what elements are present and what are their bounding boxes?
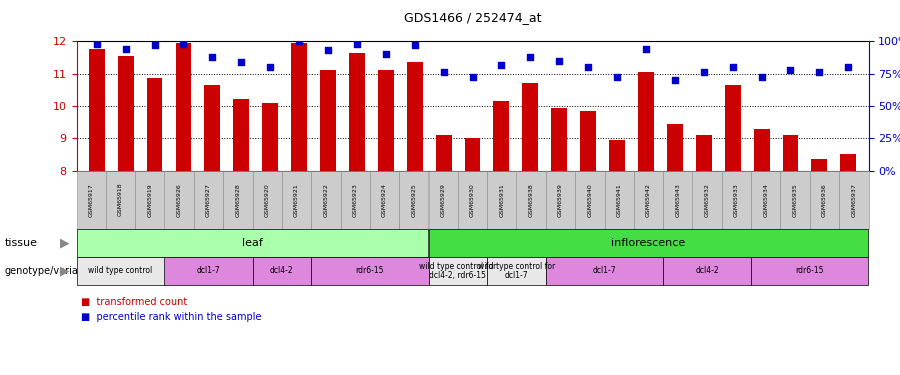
- Text: genotype/variation: genotype/variation: [4, 266, 97, 276]
- Text: GSM65917: GSM65917: [89, 183, 94, 217]
- Text: GSM65929: GSM65929: [441, 183, 446, 217]
- Point: [234, 59, 248, 65]
- Text: GSM65940: GSM65940: [588, 183, 592, 217]
- Point: [639, 46, 653, 52]
- Point: [176, 41, 191, 47]
- Point: [148, 42, 162, 48]
- Bar: [320, 70, 336, 171]
- Text: ■  percentile rank within the sample: ■ percentile rank within the sample: [81, 312, 262, 322]
- Bar: [176, 43, 192, 171]
- Text: GSM65925: GSM65925: [411, 183, 417, 217]
- Point: [697, 69, 711, 75]
- Point: [580, 64, 595, 70]
- Text: rdr6-15: rdr6-15: [356, 266, 384, 275]
- Text: GSM65919: GSM65919: [148, 183, 152, 217]
- Bar: [753, 129, 770, 171]
- Bar: [262, 103, 278, 171]
- Point: [350, 41, 365, 47]
- Text: wild type control for
dcl4-2, rdr6-15: wild type control for dcl4-2, rdr6-15: [419, 262, 497, 280]
- Text: GSM65927: GSM65927: [206, 183, 211, 217]
- Text: GSM65922: GSM65922: [323, 183, 328, 217]
- Point: [263, 64, 277, 70]
- Point: [119, 46, 133, 52]
- Bar: [118, 56, 133, 171]
- Text: GSM65943: GSM65943: [675, 183, 680, 217]
- Bar: [493, 101, 509, 171]
- Text: inflorescence: inflorescence: [611, 238, 686, 248]
- Text: tissue: tissue: [4, 238, 38, 248]
- Bar: [89, 50, 104, 171]
- Text: dcl1-7: dcl1-7: [593, 266, 616, 275]
- Point: [842, 64, 856, 70]
- Text: GSM65935: GSM65935: [793, 183, 797, 217]
- Point: [494, 62, 508, 68]
- Point: [523, 54, 537, 60]
- Bar: [233, 99, 249, 171]
- Point: [465, 75, 480, 81]
- Text: GSM65924: GSM65924: [382, 183, 387, 217]
- Point: [783, 67, 797, 73]
- Point: [89, 41, 104, 47]
- Text: dcl1-7: dcl1-7: [197, 266, 220, 275]
- Text: GSM65921: GSM65921: [294, 183, 299, 217]
- Text: GSM65933: GSM65933: [734, 183, 739, 217]
- Text: ▶: ▶: [59, 236, 69, 249]
- Text: GSM65926: GSM65926: [176, 183, 182, 217]
- Text: dcl4-2: dcl4-2: [696, 266, 719, 275]
- Text: wild type control for
dcl1-7: wild type control for dcl1-7: [478, 262, 555, 280]
- Bar: [436, 135, 452, 171]
- Bar: [349, 53, 364, 171]
- Text: GSM65931: GSM65931: [500, 183, 504, 217]
- Point: [812, 69, 826, 75]
- Bar: [378, 70, 393, 171]
- Text: GSM65937: GSM65937: [851, 183, 856, 217]
- Text: dcl4-2: dcl4-2: [270, 266, 293, 275]
- Bar: [407, 62, 423, 171]
- Bar: [724, 85, 741, 171]
- Point: [408, 42, 422, 48]
- Bar: [841, 154, 856, 171]
- Text: GSM65941: GSM65941: [616, 183, 622, 217]
- Point: [610, 75, 625, 81]
- Bar: [812, 159, 827, 171]
- Text: GDS1466 / 252474_at: GDS1466 / 252474_at: [404, 11, 541, 24]
- Point: [552, 58, 566, 64]
- Point: [320, 47, 335, 53]
- Text: GSM65942: GSM65942: [646, 183, 651, 217]
- Text: wild type control: wild type control: [88, 266, 153, 275]
- Point: [436, 69, 451, 75]
- Text: leaf: leaf: [242, 238, 263, 248]
- Bar: [609, 140, 625, 171]
- Point: [379, 51, 393, 57]
- Bar: [204, 85, 220, 171]
- Text: GSM65938: GSM65938: [528, 183, 534, 217]
- Text: GSM65918: GSM65918: [118, 183, 123, 216]
- Bar: [522, 83, 538, 171]
- Point: [668, 77, 682, 83]
- Bar: [147, 78, 163, 171]
- Bar: [638, 72, 654, 171]
- Text: GSM65930: GSM65930: [470, 183, 475, 217]
- Text: GSM65934: GSM65934: [763, 183, 769, 217]
- Point: [754, 75, 769, 81]
- Text: GSM65923: GSM65923: [353, 183, 357, 217]
- Point: [292, 38, 306, 44]
- Bar: [580, 111, 596, 171]
- Text: GSM65939: GSM65939: [558, 183, 563, 217]
- Point: [725, 64, 740, 70]
- Text: GSM65928: GSM65928: [235, 183, 240, 217]
- Bar: [667, 124, 683, 171]
- Bar: [782, 135, 798, 171]
- Point: [205, 54, 220, 60]
- Text: GSM65920: GSM65920: [265, 183, 270, 217]
- Bar: [696, 135, 712, 171]
- Text: GSM65936: GSM65936: [822, 183, 827, 217]
- Bar: [291, 43, 307, 171]
- Text: rdr6-15: rdr6-15: [796, 266, 824, 275]
- Text: GSM65932: GSM65932: [705, 183, 710, 217]
- Text: ▶: ▶: [59, 264, 69, 278]
- Bar: [464, 138, 481, 171]
- Bar: [552, 108, 567, 171]
- Text: ■  transformed count: ■ transformed count: [81, 297, 187, 307]
